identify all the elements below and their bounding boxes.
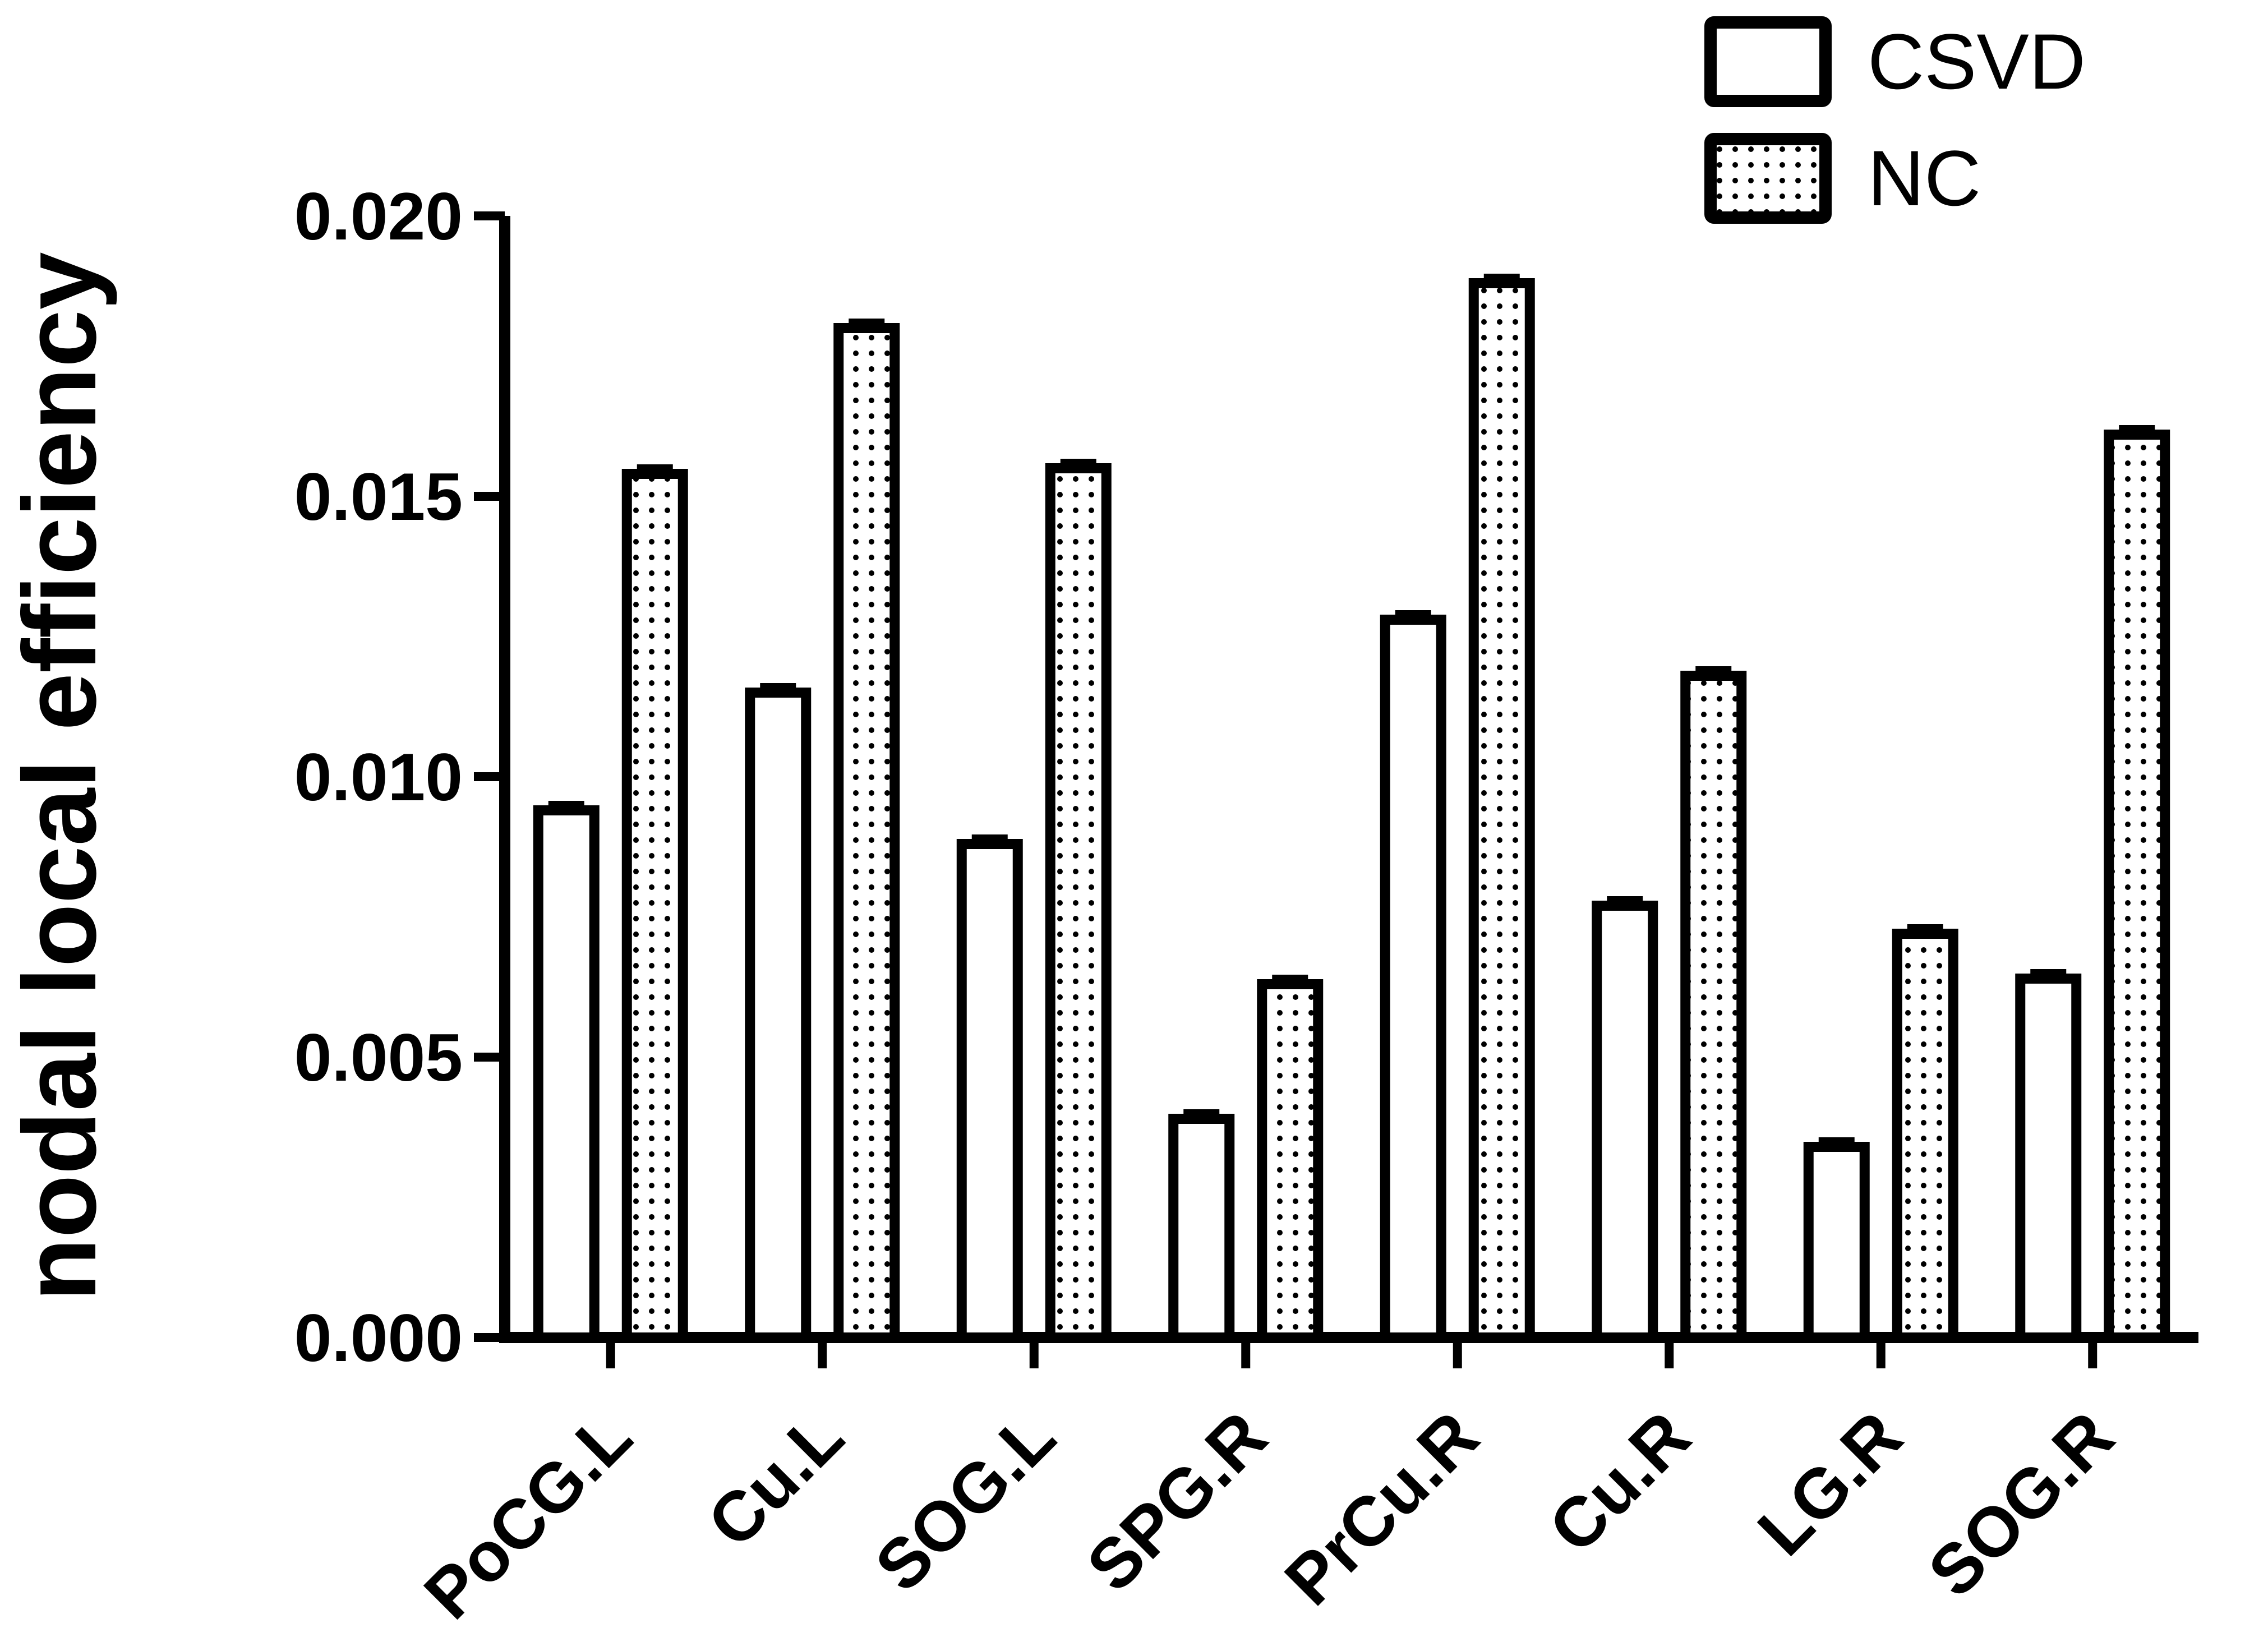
bars [533, 274, 2170, 1343]
bar-NC-PoCG.L [621, 469, 688, 1343]
legend-swatch-NC [1704, 133, 1832, 224]
y-tick-label-1: 0.005 [294, 1020, 463, 1095]
bar-NC-Cu.R [1680, 671, 1747, 1343]
y-tick-label-4: 0.020 [294, 179, 463, 254]
y-ticks: 0.000 0.005 0.010 0.015 0.020 [294, 179, 505, 1376]
bar-CSVD-SPG.R [1168, 1114, 1235, 1343]
y-tick-label-3: 0.015 [294, 459, 463, 534]
y-tick-label-2: 0.010 [294, 740, 463, 815]
bar-CSVD-LG.R [1803, 1142, 1870, 1343]
bar-NC-LG.R [1892, 929, 1958, 1343]
bar-CSVD-SOG.L [956, 839, 1023, 1343]
bar-NC-SOG.R [2104, 430, 2170, 1343]
bar-NC-SPG.R [1257, 979, 1324, 1343]
bar-CSVD-PrCu.R [1380, 615, 1446, 1343]
legend-label-NC: NC [1868, 134, 1981, 222]
bar-CSVD-Cu.R [1592, 901, 1658, 1343]
y-tick-label-0: 0.000 [294, 1300, 463, 1376]
bar-CSVD-Cu.L [745, 688, 812, 1343]
legend: CSVD NC [1704, 16, 2086, 224]
legend-label-CSVD: CSVD [1868, 17, 2086, 105]
bar-CSVD-SOG.R [2015, 974, 2082, 1343]
bar-CSVD-PoCG.L [533, 805, 600, 1343]
x-ticks [606, 1338, 2098, 1368]
y-axis-title: nodal local efficiency [2, 252, 118, 1301]
bar-NC-PrCu.R [1468, 278, 1535, 1343]
legend-swatch-CSVD [1704, 16, 1832, 107]
bar-NC-Cu.L [833, 323, 900, 1343]
bar-NC-SOG.L [1045, 463, 1112, 1343]
